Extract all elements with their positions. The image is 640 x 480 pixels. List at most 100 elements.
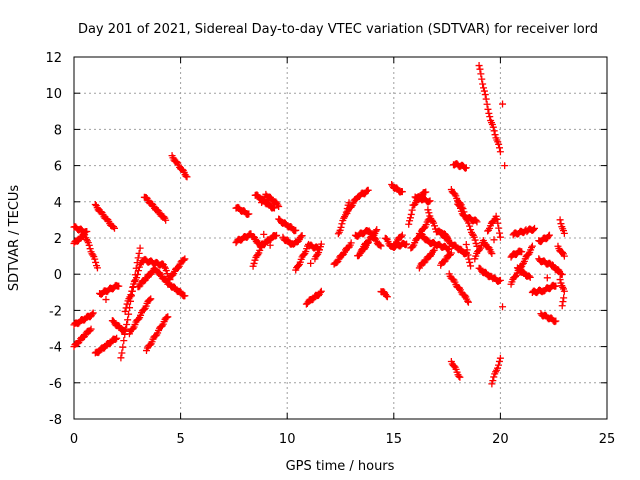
data-point [93,264,101,272]
data-point [496,233,504,241]
data-point [461,291,469,299]
data-point [446,251,454,259]
data-point [133,270,141,278]
data-point [316,288,324,296]
data-point [86,327,94,335]
data-point [494,364,502,372]
data-point [478,75,486,83]
x-tick-label: 10 [279,432,296,447]
data-point [465,255,473,263]
data-point [560,294,568,302]
grid [74,57,607,419]
data-point [89,251,97,259]
data-point [430,246,438,254]
data-point [480,87,488,95]
data-point [431,222,439,230]
data-point [406,214,414,222]
data-point [254,251,262,259]
data-point [347,203,355,211]
y-tick-label: 12 [45,51,62,66]
data-point [560,287,568,295]
data-point [409,243,417,251]
data-point [455,372,463,380]
data-point [425,209,433,217]
x-tick-label: 15 [386,432,403,447]
data-point [556,216,564,224]
data-point [462,164,470,172]
axes: 0 5 10 15 20 25 -8 -6 -4 -2 0 2 4 6 8 10 12 [45,51,615,447]
data-point [294,237,302,245]
data-point [403,240,411,248]
data-point [560,252,568,260]
data-point [494,219,502,227]
data-point [490,127,498,135]
data-point [91,255,99,263]
data-point [133,274,141,282]
data-point [87,325,95,333]
y-tick-label: -8 [49,413,62,428]
data-point [407,210,415,218]
data-point [558,270,566,278]
data-point [121,307,129,315]
data-point [495,361,503,369]
data-point [402,241,410,249]
data-point [135,249,143,257]
y-tick-label: 0 [54,268,62,283]
data-point [473,218,481,226]
data-point [383,293,391,301]
data-point [113,334,121,342]
data-point [447,249,455,257]
data-point [169,271,177,279]
data-point [445,245,453,253]
data-point [398,231,406,239]
data-point [127,291,135,299]
data-point [88,310,96,318]
data-point [464,297,472,305]
data-point [146,296,154,304]
data-point [135,315,143,323]
data-point [477,70,485,78]
data-point [315,246,323,254]
data-point [180,256,188,264]
data-point [115,282,123,290]
data-point [260,230,268,238]
data-point [530,226,538,234]
data-point [471,236,479,244]
data-point [483,100,491,108]
data-point [493,215,501,223]
data-point [405,220,413,228]
y-tick-label: 8 [54,123,62,138]
data-point [112,335,120,343]
data-point [462,248,470,256]
data-point [479,80,487,88]
data-point [124,316,132,324]
y-tick-label: -4 [49,341,62,356]
data-point [426,197,434,205]
data-point [486,113,494,121]
data-point [120,337,128,345]
data-point [376,241,384,249]
data-point [274,201,282,209]
data-point [545,231,553,239]
data-point [298,232,306,240]
data-point [183,173,191,181]
data-point [556,276,564,284]
data-point [552,282,560,290]
data-point [472,217,480,225]
data-point [273,231,281,239]
data-point [490,373,498,381]
data-point [488,250,496,258]
data-point [162,267,170,275]
data-point [256,246,264,254]
y-tick-label: 10 [45,87,62,102]
data-point [81,231,89,239]
y-tick-label: 6 [54,160,62,175]
data-point [334,230,342,238]
data-point [317,287,325,295]
data-point [415,233,423,241]
data-point [134,254,142,262]
data-point [559,298,567,306]
data-point [492,212,500,220]
data-point [160,263,168,271]
